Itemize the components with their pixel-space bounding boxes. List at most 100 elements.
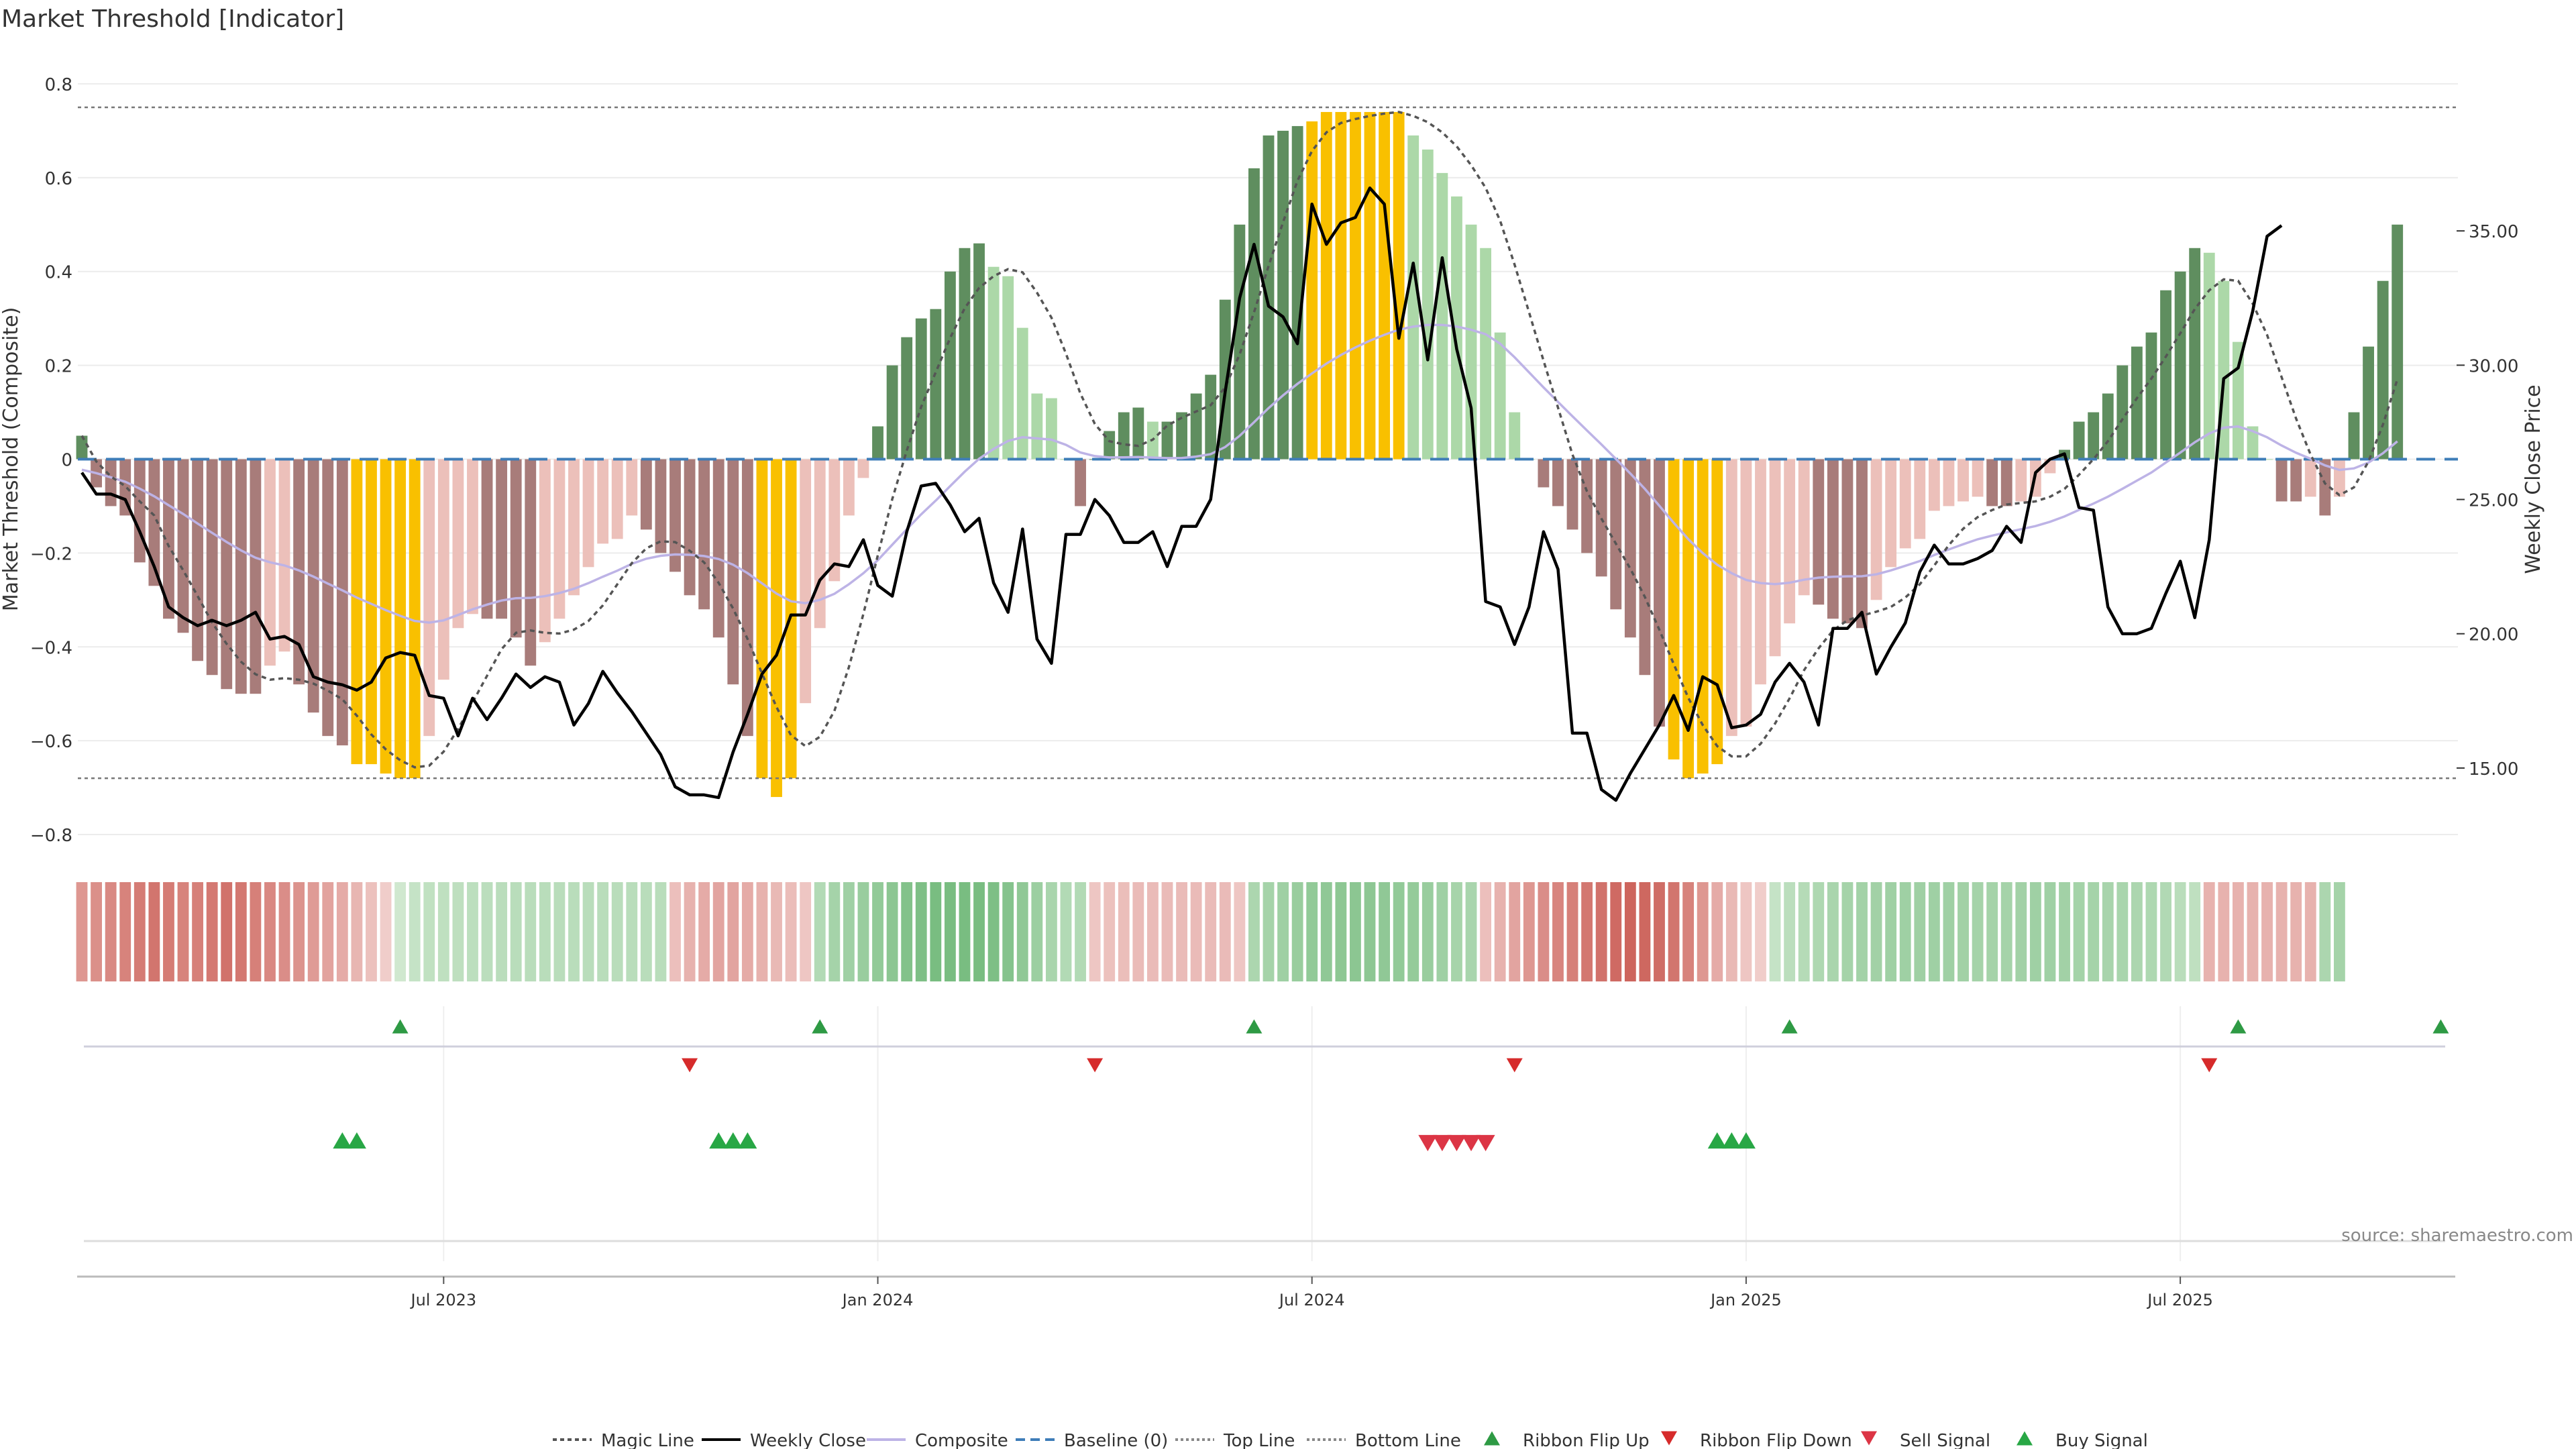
ribbon-cell	[2319, 882, 2331, 981]
ribbon-cell	[1118, 882, 1130, 981]
composite-bar	[235, 459, 247, 694]
composite-bar	[1538, 459, 1550, 488]
ribbon-cell	[2290, 882, 2302, 981]
composite-bar	[1045, 398, 1057, 460]
composite-bar	[163, 459, 174, 619]
ribbon-cell	[1016, 882, 1028, 981]
ribbon-cell	[1306, 882, 1318, 981]
legend-swatch	[1484, 1431, 1500, 1446]
composite-bar	[1725, 459, 1737, 737]
ribbon-flip-down-marker	[1506, 1058, 1523, 1073]
composite-bar	[307, 459, 319, 713]
x-tick-label: Jan 2025	[1709, 1291, 1782, 1309]
composite-bar	[2290, 459, 2302, 502]
ribbon-cell	[553, 882, 566, 981]
composite-bar	[293, 459, 305, 685]
ribbon-cell	[1538, 882, 1550, 981]
chart-title: Market Threshold [Indicator]	[1, 5, 344, 33]
ribbon-cell	[944, 882, 956, 981]
ribbon-cell	[756, 882, 768, 981]
x-axis-ticks: Jul 2023 Jan 2024 Jul 2024 Jan 2025 Jul 2025	[409, 1277, 2213, 1309]
ribbon-cell	[655, 882, 667, 981]
ribbon-cell	[1552, 882, 1564, 981]
composite-bar	[698, 459, 710, 610]
ribbon-cell	[2334, 882, 2345, 981]
composite-bar	[1350, 111, 1361, 460]
composite-bar	[1798, 459, 1810, 596]
composite-bar	[1639, 459, 1651, 676]
ribbon-cell	[814, 882, 826, 981]
ribbon-cell	[1176, 882, 1187, 981]
composite-bar	[1393, 111, 1405, 460]
ribbon-cell	[496, 882, 508, 981]
composite-bar	[1624, 459, 1636, 638]
ribbon-cell	[1436, 882, 1448, 981]
composite-bar	[1885, 459, 1897, 568]
composite-bar	[1972, 459, 1984, 497]
composite-bar	[2073, 421, 2085, 460]
composite-bar	[1436, 172, 1448, 460]
composite-bar	[843, 459, 855, 516]
composite-bar	[119, 459, 131, 516]
ribbon-cell	[1566, 882, 1578, 981]
composite-bar	[1755, 459, 1766, 685]
ribbon-cell	[1234, 882, 1246, 981]
composite-bar	[510, 459, 522, 638]
ribbon-cell	[2247, 882, 2259, 981]
ribbon-cell	[278, 882, 290, 981]
ribbon-cell	[1711, 882, 1723, 981]
ribbon-cell	[380, 882, 392, 981]
ribbon-cell	[1595, 882, 1607, 981]
ribbon-cell	[2232, 882, 2244, 981]
composite-bar	[221, 459, 233, 690]
composite-bar	[1654, 459, 1665, 727]
left-tick-label: −0.8	[30, 826, 72, 846]
composite-bar	[1813, 459, 1825, 605]
composite-bar	[2247, 426, 2259, 460]
composite-bar	[1306, 121, 1318, 460]
ribbon-cell	[221, 882, 233, 981]
composite-bar	[351, 459, 363, 765]
composite-bar	[987, 266, 1000, 460]
composite-bar	[1827, 459, 1839, 619]
composite-bar	[814, 459, 826, 629]
ribbon-cell	[973, 882, 985, 981]
ribbon-cell	[1769, 882, 1781, 981]
ribbon-cell	[192, 882, 203, 981]
ribbon-cell	[76, 882, 88, 981]
ribbon-cell	[915, 882, 927, 981]
left-tick-label: −0.4	[30, 638, 72, 658]
ribbon-cell	[2015, 882, 2027, 981]
ribbon-cell	[250, 882, 262, 981]
composite-bar	[366, 459, 377, 765]
composite-bar	[944, 271, 956, 460]
ribbon-cell	[351, 882, 363, 981]
ribbon-cell	[568, 882, 580, 981]
composite-bar	[1451, 196, 1462, 460]
ribbon-cell	[1161, 882, 1173, 981]
right-tick-label: 35.00	[2469, 222, 2518, 242]
composite-bar	[1494, 332, 1506, 460]
composite-bar	[336, 459, 348, 746]
ribbon-cell	[1060, 882, 1072, 981]
ribbon-cell	[1841, 882, 1854, 981]
ribbon-cell	[1494, 882, 1506, 981]
ribbon-cell	[133, 882, 146, 981]
ribbon-cell	[1147, 882, 1159, 981]
ribbon-cell	[1523, 882, 1535, 981]
ribbon-cell	[1972, 882, 1984, 981]
ribbon-cell	[712, 882, 724, 981]
ribbon-flip-down-marker	[2201, 1058, 2218, 1073]
ribbon-cell	[2000, 882, 2012, 981]
buy-signal-marker	[709, 1132, 729, 1149]
sell-signal-marker	[1476, 1134, 1495, 1152]
composite-bar	[915, 318, 927, 460]
ribbon-cell	[1827, 882, 1839, 981]
composite-bar	[1914, 459, 1926, 539]
ribbon-cell	[1610, 882, 1622, 981]
composite-bar	[496, 459, 508, 619]
ribbon-cell	[206, 882, 218, 981]
ribbon-cell	[1190, 882, 1202, 981]
composite-bar	[1595, 459, 1607, 577]
ribbon-cell	[1581, 882, 1593, 981]
